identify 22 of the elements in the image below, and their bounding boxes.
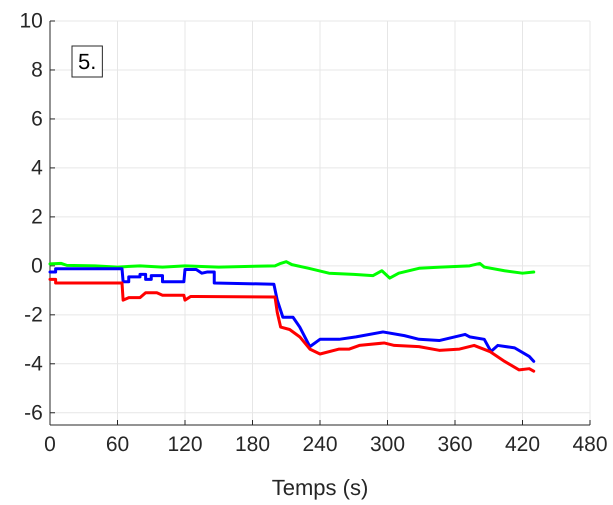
annotation: 5. — [78, 49, 96, 74]
x-tick-label: 240 — [302, 433, 338, 456]
x-tick-label: 420 — [504, 433, 540, 456]
x-tick-label: 300 — [370, 433, 406, 456]
y-tick-label: -6 — [24, 401, 43, 424]
y-tick-label: 2 — [31, 206, 43, 229]
y-tick-label: 4 — [31, 156, 44, 180]
y-tick-label: -4 — [24, 352, 44, 376]
x-axis-title: Temps (s) — [272, 475, 368, 500]
y-tick-label: -2 — [24, 304, 43, 327]
y-tick-label: 0 — [31, 254, 43, 278]
x-tick-label: 360 — [437, 433, 473, 456]
x-tick-label: 480 — [572, 433, 608, 456]
y-tick-label: 10 — [19, 10, 43, 33]
line-series — [48, 267, 536, 363]
y-tick-label: 6 — [31, 108, 43, 131]
x-tick-label: 180 — [234, 433, 270, 456]
line-series — [48, 260, 536, 280]
y-tick-label: 8 — [31, 58, 43, 82]
x-tick-label: 60 — [106, 433, 130, 456]
line-series — [48, 278, 536, 373]
x-tick-label: 120 — [167, 433, 203, 456]
